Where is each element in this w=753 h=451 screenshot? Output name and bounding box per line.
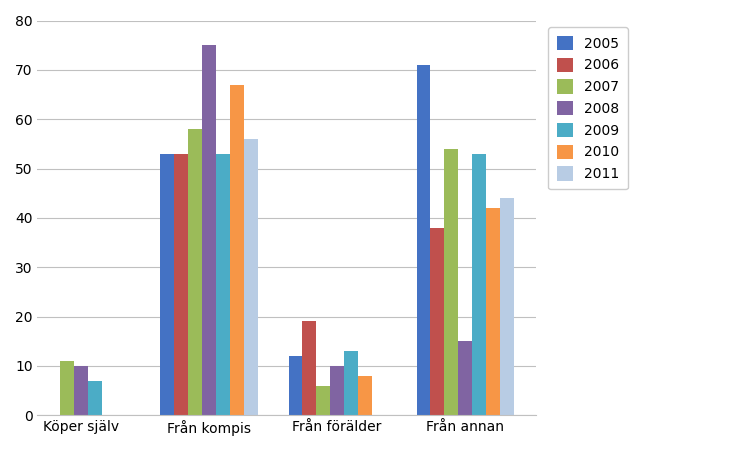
Bar bbox=[216, 154, 230, 415]
Bar bbox=[60, 361, 74, 415]
Bar bbox=[74, 366, 88, 415]
Bar bbox=[472, 154, 486, 415]
Bar bbox=[88, 381, 102, 415]
Bar bbox=[230, 85, 244, 415]
Bar bbox=[202, 45, 216, 415]
Bar bbox=[500, 198, 514, 415]
Bar bbox=[303, 322, 316, 415]
Bar bbox=[416, 65, 431, 415]
Bar bbox=[344, 351, 358, 415]
Bar bbox=[288, 356, 303, 415]
Legend: 2005, 2006, 2007, 2008, 2009, 2010, 2011: 2005, 2006, 2007, 2008, 2009, 2010, 2011 bbox=[548, 28, 628, 189]
Bar bbox=[175, 154, 188, 415]
Bar bbox=[330, 366, 344, 415]
Bar bbox=[316, 386, 330, 415]
Bar bbox=[431, 228, 444, 415]
Bar bbox=[160, 154, 175, 415]
Bar bbox=[244, 139, 258, 415]
Bar bbox=[358, 376, 372, 415]
Bar bbox=[188, 129, 202, 415]
Bar bbox=[444, 149, 458, 415]
Bar bbox=[458, 341, 472, 415]
Bar bbox=[486, 208, 500, 415]
